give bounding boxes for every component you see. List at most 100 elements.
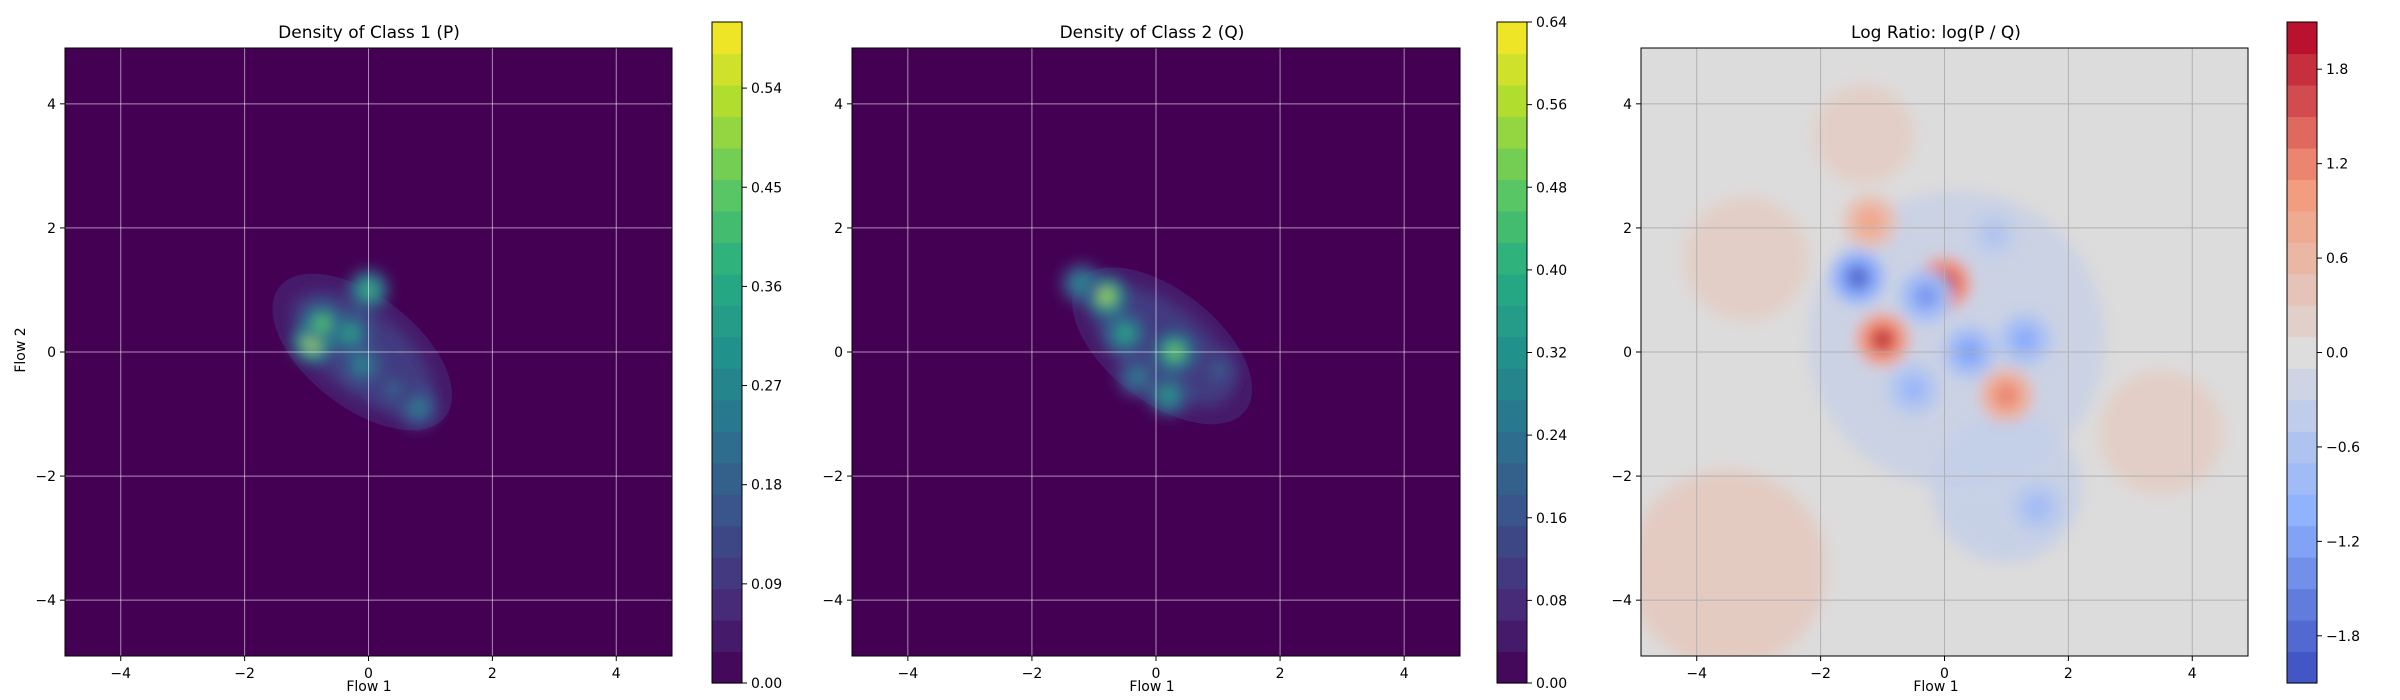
y-tick-label: 2 (1623, 221, 1632, 237)
density-peak (1074, 276, 1089, 292)
density-peak (342, 325, 358, 341)
colorbar-tick-label: 0.24 (1536, 428, 1567, 444)
y-tick-label: −4 (35, 593, 56, 609)
colorbar-tick-label: 0.36 (751, 279, 782, 295)
colorbar-tick-label: 0.40 (1536, 263, 1567, 279)
colorbar-level (1497, 399, 1527, 432)
y-tick-label: 2 (834, 221, 843, 237)
y-tick-label: −4 (1611, 593, 1632, 609)
panel-density-class2: Density of Class 2 (Q) −4 −2 0 2 4 −4 −2 0 2 4 F… (822, 15, 1567, 695)
colorbar-tick-label: 0.48 (1536, 180, 1567, 196)
ratio-feature (1845, 265, 1871, 290)
grid (852, 48, 1460, 656)
colorbar-level (712, 399, 742, 432)
ratio-feature (1913, 283, 1939, 309)
colorbar-tick-label: 0.16 (1536, 511, 1567, 527)
y-tick-label: 2 (47, 221, 56, 237)
colorbar-tick-label: −0.6 (2326, 440, 2360, 456)
x-tick-label: −2 (1022, 666, 1043, 682)
panel-log-ratio: Log Ratio: log(P / Q) −4 −2 0 2 4 −4 −2 0 2 4 Fl… (1611, 21, 2360, 695)
colorbar-level (2287, 210, 2317, 243)
x-ticks: −4 −2 0 2 4 (110, 656, 621, 682)
y-ticks: −4 −2 0 2 4 (35, 97, 65, 609)
x-tick-label: 4 (2188, 666, 2197, 682)
density-peak (385, 381, 401, 397)
ratio-feature (1870, 327, 1895, 352)
colorbar-level (2287, 525, 2317, 558)
colorbar-level (2287, 305, 2317, 338)
colorbar-level (712, 22, 742, 55)
x-tick-label: 0 (364, 666, 373, 682)
x-axis-label: Flow 1 (346, 679, 391, 695)
colorbar-level (2287, 336, 2317, 369)
x-tick-label: 4 (612, 666, 621, 682)
chart-title: Log Ratio: log(P / Q) (1851, 23, 2021, 43)
colorbar-level (1497, 305, 1527, 338)
y-tick-label: 0 (47, 345, 56, 361)
colorbar-tick-label: −1.8 (2326, 629, 2360, 645)
colorbar-level (1497, 620, 1527, 653)
colorbar-level (2287, 462, 2317, 495)
colorbar-level (712, 179, 742, 212)
density-peak (1098, 288, 1114, 304)
grid (1641, 48, 2248, 656)
y-tick-label: −4 (822, 593, 843, 609)
x-tick-label: −4 (898, 666, 919, 682)
colorbar-level (2287, 620, 2317, 653)
x-tick-label: 2 (2064, 666, 2073, 682)
chart-title: Density of Class 1 (P) (278, 23, 460, 43)
colorbar-tick-label: 0.0 (2326, 346, 2348, 362)
colorbar-tick-label: 0.54 (751, 81, 782, 97)
x-axis-label: Flow 1 (1129, 679, 1174, 695)
x-tick-label: −4 (1686, 666, 1707, 682)
colorbar-level (1497, 651, 1527, 684)
colorbar: 0.00 0.08 0.16 0.24 0.32 0.40 0.48 0.56 0.64 (1496, 15, 1567, 692)
colorbar-level (712, 210, 742, 243)
x-tick-label: −4 (110, 666, 131, 682)
colorbar-level (2287, 84, 2317, 118)
y-tick-label: 4 (834, 97, 843, 113)
colorbar-level (2287, 399, 2317, 432)
colorbar-level (2287, 651, 2317, 684)
y-ticks: −4 −2 0 2 4 (1611, 97, 1641, 609)
colorbar-level (1497, 116, 1527, 149)
colorbar-level (1497, 242, 1527, 275)
colorbar-level (2287, 53, 2317, 86)
colorbar-tick-label: −1.2 (2326, 534, 2360, 550)
ratio-region (1814, 85, 1914, 185)
x-ticks: −4 −2 0 2 4 (898, 656, 1409, 682)
x-tick-label: 2 (488, 666, 497, 682)
colorbar-level (2287, 147, 2317, 180)
colorbar-frame (711, 21, 743, 684)
colorbar-level (2287, 179, 2317, 212)
density-peak (410, 400, 426, 416)
colorbar-level (712, 53, 742, 86)
y-tick-label: 0 (834, 345, 843, 361)
plot-area (1641, 48, 2248, 656)
colorbar-level (2287, 368, 2317, 401)
colorbar-level (712, 525, 742, 558)
colorbar-level (1497, 53, 1527, 86)
ratio-region (1684, 197, 1809, 321)
colorbar-level (1497, 147, 1527, 180)
colorbar-level (712, 242, 742, 275)
colorbar-level (1497, 368, 1527, 401)
colorbar-level (1497, 179, 1527, 212)
chart-title: Density of Class 2 (Q) (1060, 23, 1245, 43)
x-axis-label: Flow 1 (1913, 679, 1958, 695)
colorbar-level (712, 431, 742, 464)
y-ticks: −4 −2 0 2 4 (822, 97, 852, 609)
y-tick-label: −2 (35, 469, 56, 485)
colorbar-level (2287, 494, 2317, 527)
x-tick-label: −2 (234, 666, 255, 682)
colorbar-tick-label: 1.8 (2326, 62, 2348, 78)
colorbar-level (712, 147, 742, 180)
x-tick-label: 0 (1940, 666, 1949, 682)
colorbar-level (2287, 431, 2317, 464)
density-peak (1210, 363, 1226, 379)
density-peak (1117, 325, 1133, 341)
colorbar-tick-label: 0.09 (751, 577, 782, 593)
y-axis-label: Flow 2 (13, 327, 29, 372)
colorbar: 0.00 0.09 0.18 0.27 0.36 0.45 0.54 (711, 21, 782, 692)
y-tick-label: 4 (47, 97, 56, 113)
